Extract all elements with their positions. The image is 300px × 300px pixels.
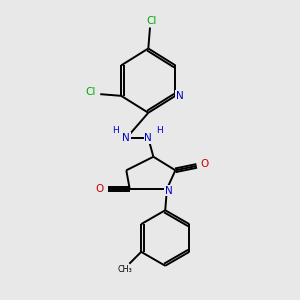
- Text: Cl: Cl: [146, 16, 157, 26]
- Text: Cl: Cl: [85, 88, 96, 98]
- Text: N: N: [144, 133, 152, 143]
- Text: N: N: [122, 133, 130, 143]
- Text: CH₃: CH₃: [118, 265, 133, 274]
- Text: H: H: [156, 126, 163, 135]
- Text: N: N: [165, 186, 172, 196]
- Text: O: O: [200, 159, 208, 169]
- Text: N: N: [176, 91, 183, 101]
- Text: H: H: [112, 126, 119, 135]
- Text: O: O: [96, 184, 104, 194]
